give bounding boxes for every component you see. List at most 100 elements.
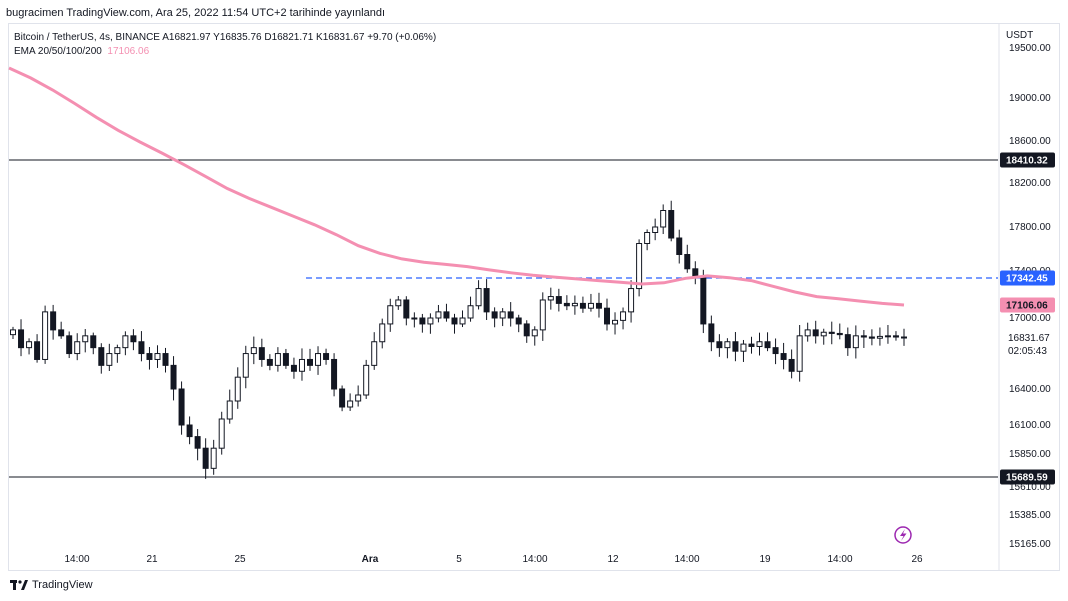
candle-body [828, 331, 835, 334]
chart-legend: Bitcoin / TetherUS, 4s, BINANCE A16821.9… [14, 31, 436, 59]
candle-body [844, 334, 851, 349]
candle-body [443, 311, 450, 319]
candle-body [58, 329, 65, 337]
candle-body [138, 341, 145, 355]
candle-body [555, 296, 562, 304]
candle-body [250, 347, 257, 355]
y-tick-label: 16400.00 [1009, 384, 1051, 395]
candle-body [186, 424, 193, 438]
level-price-label: 18410.32 [1006, 156, 1048, 167]
dashed-level-label: 17342.45 [1006, 274, 1048, 285]
candle-body [66, 335, 73, 355]
candle-body [467, 305, 474, 319]
candle-body [595, 302, 602, 309]
candle-body [387, 305, 394, 325]
candle-body [515, 317, 522, 325]
y-tick-label: 18600.00 [1009, 136, 1051, 147]
candle-body [74, 341, 81, 355]
candle-body [700, 276, 707, 325]
candle-body [114, 347, 121, 355]
candle-body [459, 317, 466, 325]
candle-body [684, 254, 691, 270]
x-tick-label: 14:00 [522, 554, 547, 565]
candle-body [579, 302, 586, 309]
current-price-label: 16831.67 [1008, 333, 1050, 344]
candle-body [788, 358, 795, 372]
x-tick-label: 26 [911, 554, 923, 565]
candle-body [50, 311, 57, 331]
time-axis: 14:00 21 25 Ara 5 14:00 12 14:00 19 14:00 26 [64, 554, 923, 565]
candle-body [812, 329, 819, 337]
candle-body [668, 210, 675, 239]
x-tick-label: 12 [607, 554, 619, 565]
candle-body [756, 341, 763, 347]
candle-body [363, 364, 370, 396]
candle-body [628, 288, 635, 313]
x-tick-label: 5 [456, 554, 462, 565]
level-price-label-bg [1000, 469, 1055, 485]
candle-body [210, 447, 217, 469]
candle-body [298, 358, 305, 372]
lightning-icon[interactable] [894, 526, 912, 544]
candle-body [716, 341, 723, 349]
candle-body [660, 210, 667, 228]
x-tick-label: 21 [146, 554, 158, 565]
candle-body [852, 335, 859, 349]
y-tick-label: 19000.00 [1009, 93, 1051, 104]
candle-body [901, 336, 907, 339]
candle-body [355, 394, 362, 402]
candle-body [764, 341, 771, 349]
candle-body [748, 343, 755, 347]
candle-body [435, 311, 442, 319]
ema-line [8, 66, 905, 307]
candle-body [796, 335, 803, 372]
y-tick-label: 18200.00 [1009, 178, 1051, 189]
candle-body [170, 364, 177, 390]
footer-brand: TradingView [32, 579, 93, 591]
candle-body [18, 329, 25, 349]
candle-body [258, 347, 265, 360]
candle-body [34, 341, 41, 360]
candle-body [491, 311, 498, 319]
candle-body [162, 353, 169, 366]
price-labels: 18410.32 15689.59 17342.45 17106.06 16831.67… [1000, 152, 1055, 485]
ema-legend: EMA 20/50/100/200 17106.06 [14, 45, 436, 59]
candle-body [122, 335, 129, 349]
candle-body [98, 347, 105, 366]
candle-body [274, 353, 281, 366]
candle-body [395, 299, 402, 307]
x-tick-label: 14:00 [64, 554, 89, 565]
candle-body [379, 323, 386, 343]
candle-body [202, 447, 209, 469]
candle-body [419, 317, 426, 325]
candle-body [371, 341, 378, 366]
candle-body [612, 319, 619, 325]
candle-body [892, 335, 899, 338]
tradingview-logo: TradingView [10, 579, 93, 591]
candle-body [90, 335, 97, 349]
candle-body [499, 311, 506, 319]
candlesticks [10, 200, 907, 479]
candle-body [539, 299, 546, 331]
candle-body [347, 400, 354, 408]
y-tick-label: 16100.00 [1009, 420, 1051, 431]
candle-body [780, 353, 787, 360]
tradingview-logo-icon [10, 580, 28, 590]
candle-body [804, 329, 811, 337]
candle-body [836, 332, 843, 336]
candle-body [571, 302, 578, 307]
candle-body [507, 311, 514, 319]
chart-frame [8, 23, 1060, 571]
candle-body [732, 341, 739, 352]
candle-body [483, 288, 490, 313]
dashed-level-label-bg [1000, 270, 1055, 286]
bar-countdown: 02:05:43 [1008, 346, 1047, 357]
ema-label: EMA 20/50/100/200 [14, 46, 102, 57]
candle-body [146, 353, 153, 360]
candle-body [724, 341, 731, 349]
candle-body [868, 336, 875, 339]
candle-body [266, 358, 273, 366]
candle-body [339, 388, 346, 408]
candle-body [523, 323, 530, 337]
